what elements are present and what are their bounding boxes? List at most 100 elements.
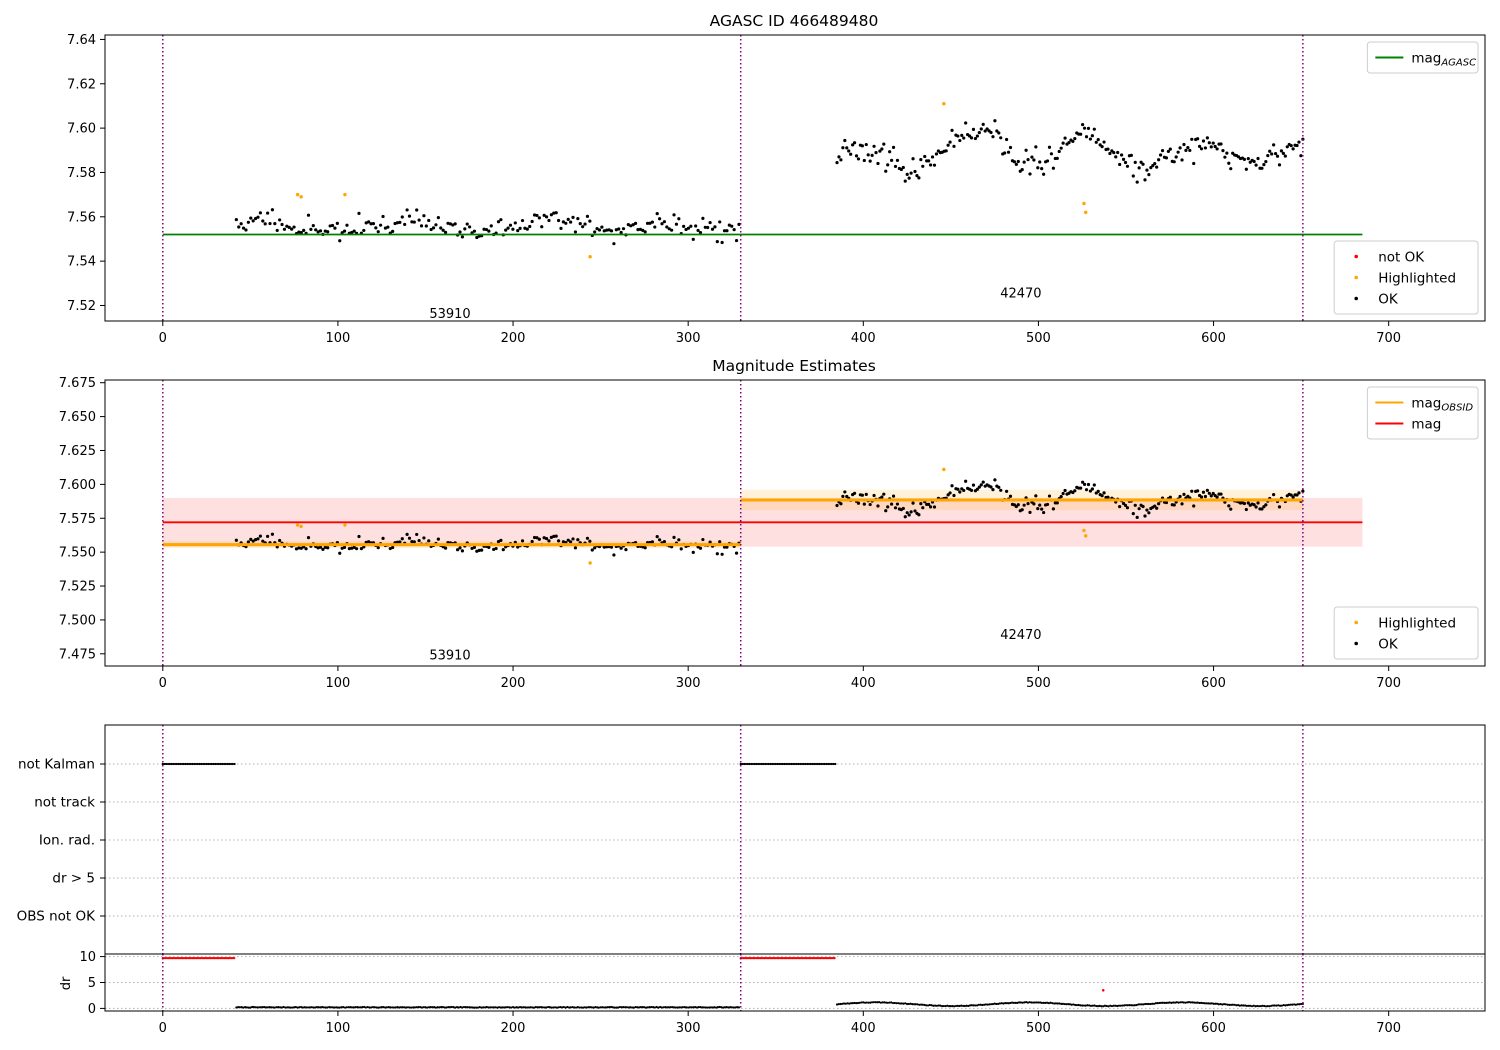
dr-ok-point <box>343 1006 347 1009</box>
obsid-label: 53910 <box>429 307 470 322</box>
ok-point <box>1166 149 1170 154</box>
dr-ok-point <box>657 1006 660 1009</box>
ok-point <box>1262 163 1266 167</box>
dr-ok-point <box>704 1006 707 1009</box>
ok-point <box>1225 151 1229 155</box>
dr-ok-point <box>583 1006 586 1009</box>
ok-point <box>617 227 621 231</box>
ok-point <box>1295 143 1299 148</box>
dr-ok-point <box>305 1006 308 1009</box>
dr-ok-point <box>1247 1004 1250 1007</box>
dr-ok-point <box>895 1002 898 1005</box>
ok-point <box>287 225 291 229</box>
dr-ok-point <box>462 1005 466 1009</box>
ok-point <box>964 121 968 125</box>
x-tick-label: 300 <box>676 676 701 691</box>
dr-ok-point <box>730 1006 734 1009</box>
ok-point <box>667 227 671 231</box>
dr-ok-point <box>883 1001 886 1004</box>
dr-ok-point <box>1074 1003 1077 1007</box>
ok-point <box>891 494 896 498</box>
dr-ok-point <box>955 1004 958 1008</box>
ok-point <box>381 536 385 540</box>
ok-point <box>1252 159 1256 164</box>
ok-point <box>431 226 436 230</box>
dr-ok-point <box>611 1006 614 1009</box>
flag-label: dr > 5 <box>52 871 95 887</box>
flag-point <box>807 762 811 766</box>
dr-ok-point <box>408 1006 411 1009</box>
ok-point <box>677 217 681 221</box>
ok-point <box>443 230 448 234</box>
dr-ok-point <box>1264 1005 1268 1008</box>
dr-ok-point <box>1000 1002 1003 1005</box>
dr-ok-point <box>434 1006 438 1009</box>
dr-ok-point <box>1040 1001 1044 1004</box>
ok-point <box>969 488 974 492</box>
dr-ok-point <box>1266 1005 1269 1008</box>
ok-point <box>944 149 948 153</box>
flag-point <box>832 762 835 766</box>
dr-ok-point <box>837 1003 840 1006</box>
dr-ok-point <box>723 1006 727 1009</box>
dr-ok-point <box>1217 1003 1220 1006</box>
dr-ok-point <box>235 1006 238 1009</box>
dr-ok-point <box>849 1002 853 1005</box>
ok-point <box>1297 140 1301 144</box>
flag-point <box>811 762 814 766</box>
dr-ok-point <box>354 1006 357 1009</box>
ok-point <box>1157 502 1161 506</box>
flag-point <box>198 762 201 766</box>
ok-point <box>876 161 880 166</box>
ok-point <box>1079 132 1083 136</box>
ok-point <box>496 220 501 224</box>
dr-ok-point <box>1293 1003 1296 1006</box>
ok-point <box>989 485 993 489</box>
ok-point <box>1291 147 1295 151</box>
ok-point <box>333 226 337 230</box>
dr-ok-point <box>1126 1004 1129 1007</box>
ok-point <box>455 548 460 552</box>
dr-ok-point <box>839 1002 842 1006</box>
dr-ok-point <box>1095 1004 1098 1008</box>
legend-label: Highlighted <box>1378 271 1456 287</box>
dr-ok-point <box>629 1006 632 1009</box>
ok-point <box>583 222 587 226</box>
ok-point <box>468 225 472 229</box>
dr-ok-point <box>238 1006 241 1009</box>
dr-ok-point <box>1257 1005 1261 1008</box>
flag-point <box>201 762 205 766</box>
dr-ok-point <box>1275 1004 1278 1007</box>
ok-point <box>1147 173 1151 177</box>
ok-point <box>843 138 847 143</box>
ok-point <box>376 546 380 550</box>
ok-point <box>631 223 635 227</box>
dr-ok-point <box>627 1006 630 1009</box>
dr-ok-point <box>464 1006 467 1009</box>
dr-ok-point <box>1004 1002 1007 1005</box>
ok-point <box>261 219 265 223</box>
flag-point <box>786 762 790 766</box>
dr-ok-point <box>356 1006 359 1009</box>
ok-point <box>1135 180 1139 184</box>
dr-ok-point <box>546 1005 550 1009</box>
ok-point <box>1131 174 1135 178</box>
flag-point <box>210 762 213 766</box>
x-tick-label: 0 <box>159 676 167 691</box>
dr-ok-point <box>678 1006 681 1009</box>
ok-point <box>917 513 921 517</box>
ok-point <box>893 164 898 169</box>
flag-point <box>792 762 795 766</box>
ok-point <box>410 540 414 544</box>
ok-point <box>290 227 294 231</box>
ok-point <box>1145 508 1149 512</box>
dr-ok-point <box>970 1004 973 1007</box>
ok-point <box>316 546 320 550</box>
dr-ok-point <box>455 1005 459 1009</box>
ok-point <box>660 222 664 226</box>
ok-point <box>345 223 349 227</box>
ok-point <box>872 493 876 498</box>
ok-point <box>997 131 1001 135</box>
ok-point <box>540 225 544 229</box>
ok-point <box>460 235 465 239</box>
